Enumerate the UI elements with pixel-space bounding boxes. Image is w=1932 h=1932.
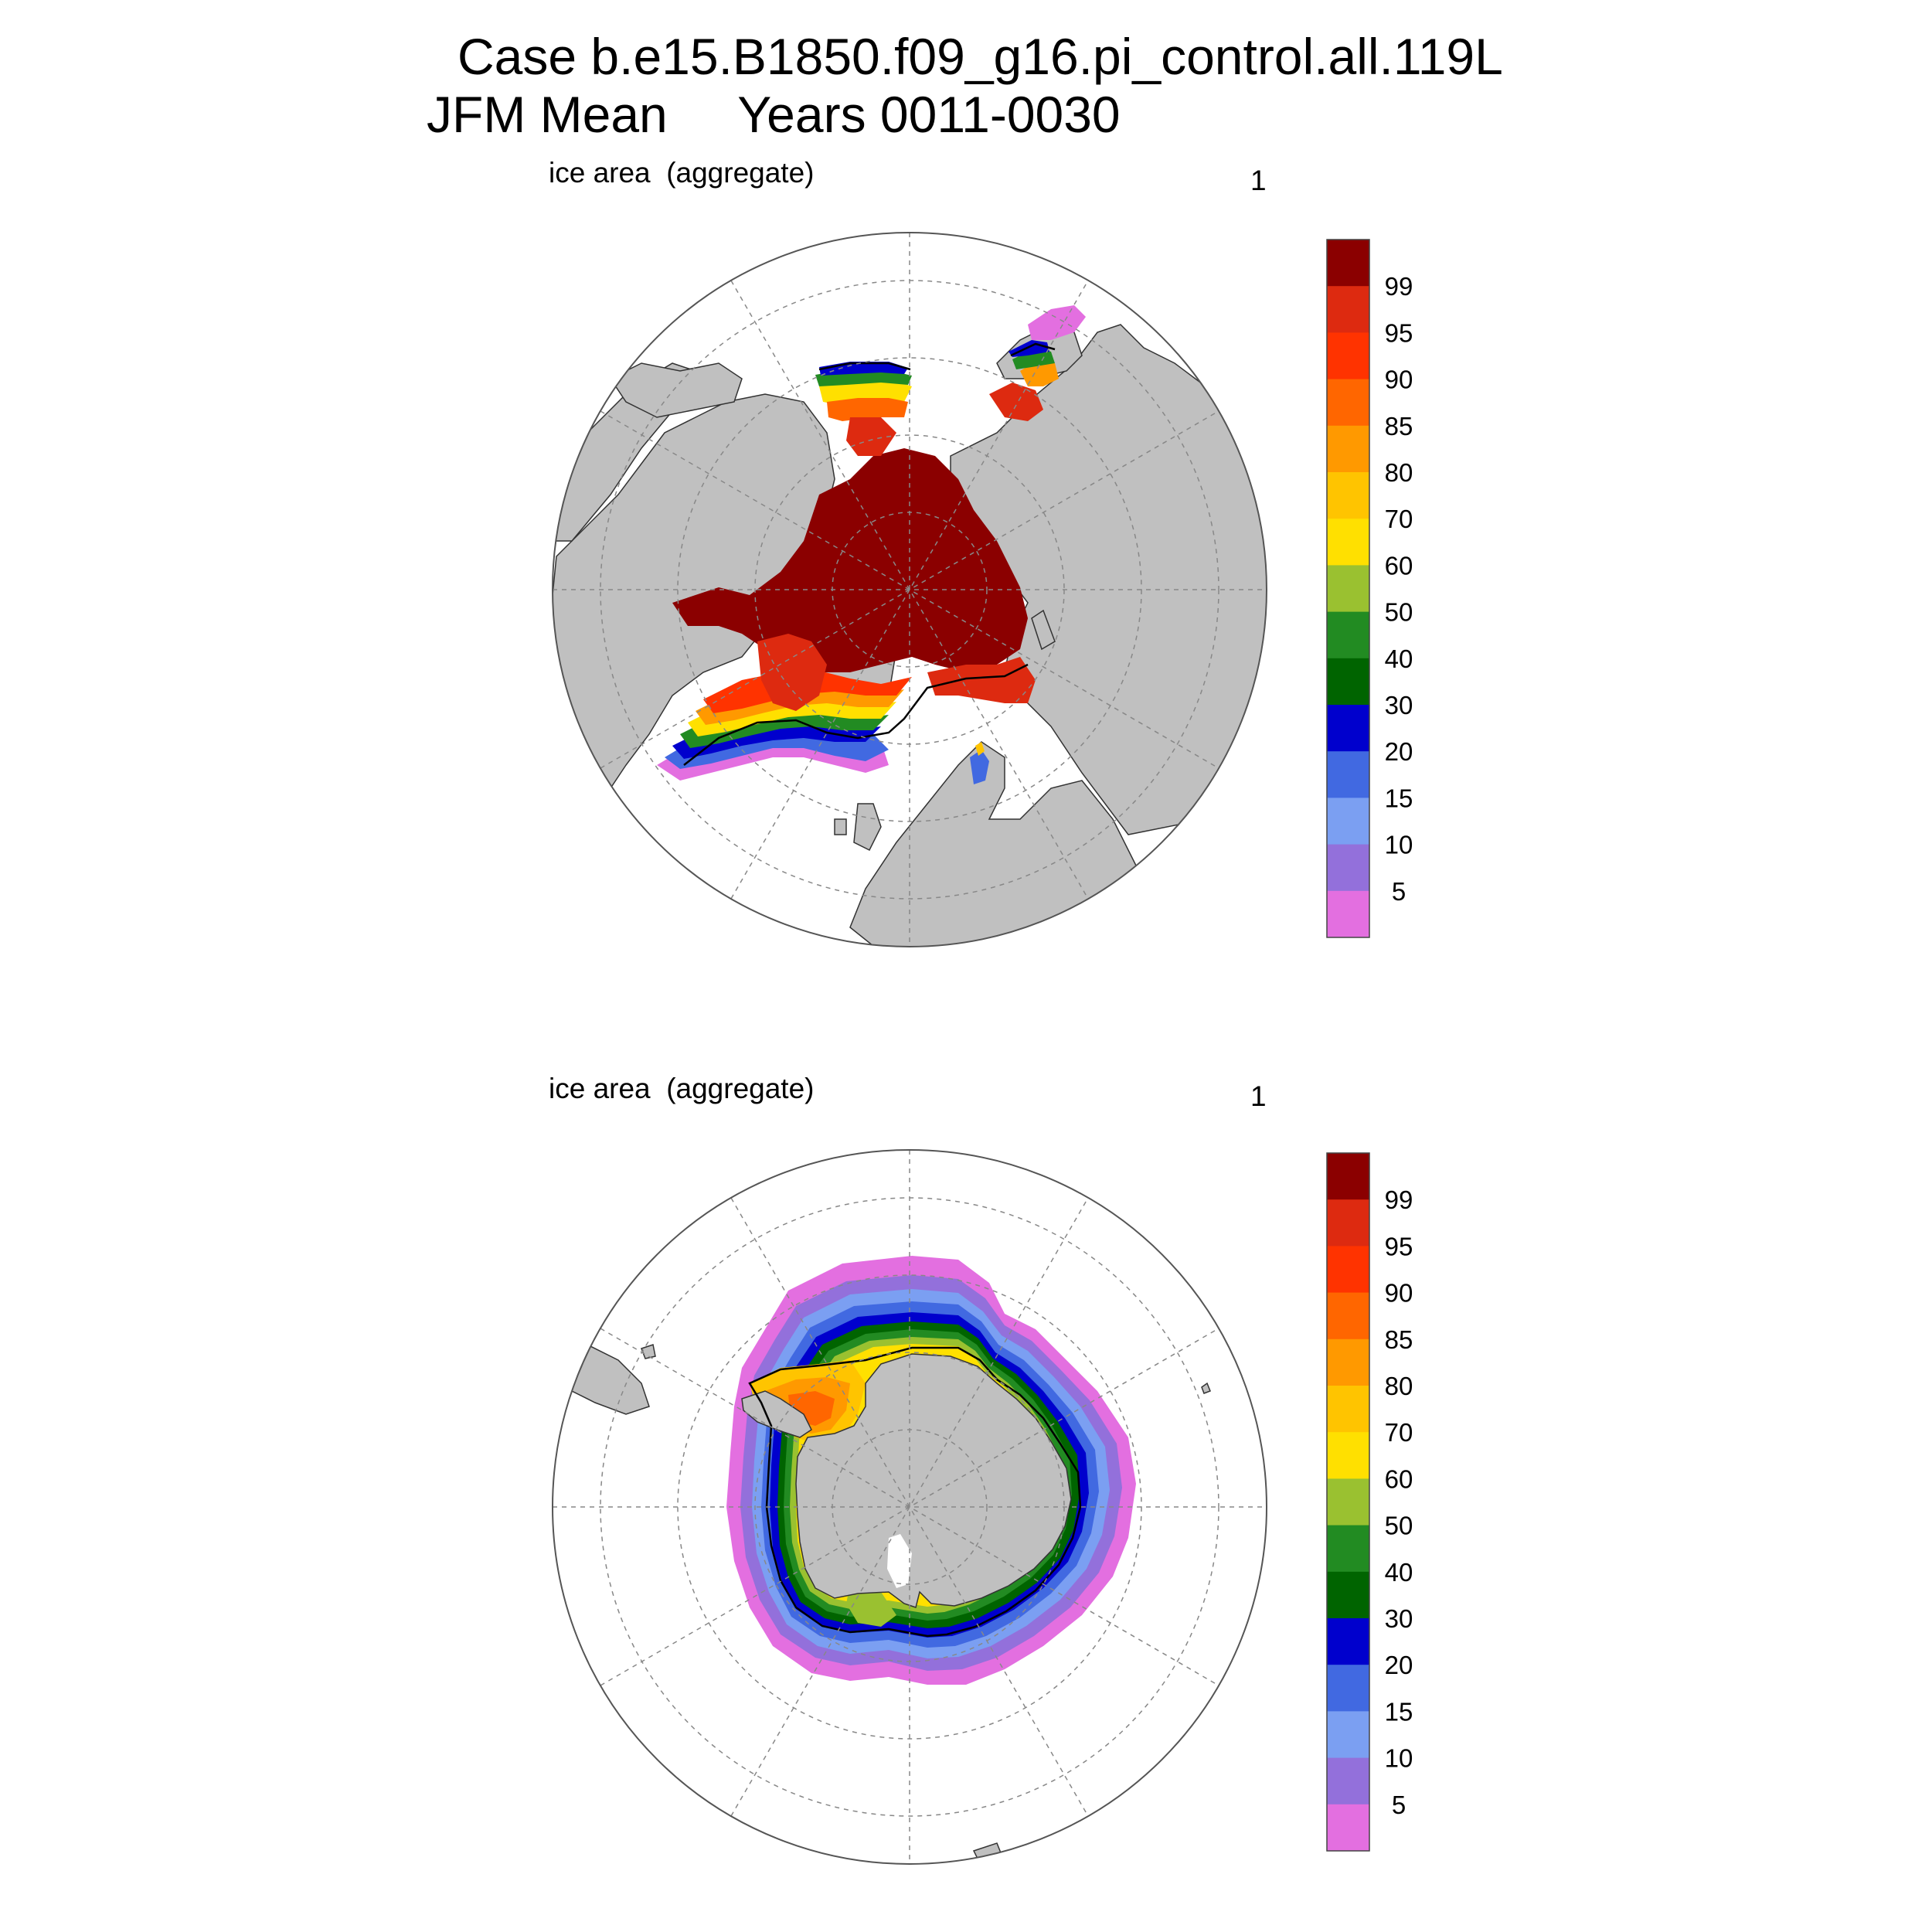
south-colorbar-label: 99 <box>1385 1185 1413 1214</box>
south-colorbar-swatch <box>1327 1153 1369 1200</box>
north-colorbar-swatch <box>1327 658 1369 706</box>
north-colorbar-swatch <box>1327 332 1369 380</box>
north-colorbar-swatch <box>1327 286 1369 333</box>
north-colorbar-swatch <box>1327 379 1369 427</box>
south-ice-edge-contour <box>748 1346 1082 1638</box>
south-colorbar-swatch <box>1327 1757 1369 1805</box>
south-colorbar-label: 80 <box>1385 1372 1413 1400</box>
north-colorbar-label: 20 <box>1385 737 1413 766</box>
north-colorbar-swatch <box>1327 519 1369 566</box>
north-colorbar-label: 60 <box>1385 551 1413 580</box>
north-colorbar-label: 15 <box>1385 784 1413 812</box>
north-colorbar-label: 85 <box>1385 412 1413 440</box>
north-colorbar-label: 70 <box>1385 505 1413 533</box>
north-colorbar-label: 80 <box>1385 458 1413 487</box>
north-colorbar-swatch <box>1327 472 1369 519</box>
north-panel-variable-label: ice area (aggregate) <box>549 157 815 189</box>
north-colorbar-label: 40 <box>1385 645 1413 673</box>
south-colorbar-label: 30 <box>1385 1604 1413 1633</box>
south-polar-map <box>552 1149 1267 1865</box>
north-colorbar-swatch <box>1327 751 1369 798</box>
south-colorbar-swatch <box>1327 1338 1369 1386</box>
north-colorbar: 99 95 90 85 80 70 60 50 40 30 20 15 10 5 <box>1326 239 1413 938</box>
south-colorbar-swatch <box>1327 1571 1369 1619</box>
north-colorbar-label: 95 <box>1385 318 1413 347</box>
south-colorbar-swatch <box>1327 1292 1369 1340</box>
figure-title-case: Case b.e15.B1850.f09_g16.pi_control.all.… <box>457 28 1503 85</box>
north-panel-units-label: 1 <box>1250 165 1267 196</box>
north-polar-map <box>552 232 1267 947</box>
south-graticule <box>553 1150 1267 1864</box>
south-colorbar-label: 15 <box>1385 1697 1413 1726</box>
south-panel-variable-label: ice area (aggregate) <box>549 1073 815 1104</box>
south-colorbar: 99 95 90 85 80 70 60 50 40 30 20 15 10 5 <box>1326 1152 1413 1852</box>
south-colorbar-frame <box>1326 1152 1370 1852</box>
south-colorbar-label: 70 <box>1385 1418 1413 1447</box>
north-colorbar-label: 5 <box>1392 877 1406 906</box>
north-colorbar-swatch <box>1327 705 1369 752</box>
north-colorbar-label: 10 <box>1385 831 1413 859</box>
south-colorbar-swatch <box>1327 1386 1369 1433</box>
south-colorbar-swatch <box>1327 1711 1369 1759</box>
south-colorbar-swatch <box>1327 1665 1369 1712</box>
north-graticule <box>553 233 1267 947</box>
south-colorbar-label: 90 <box>1385 1279 1413 1308</box>
north-colorbar-swatch <box>1327 890 1369 938</box>
south-colorbar-label: 85 <box>1385 1325 1413 1354</box>
south-colorbar-swatch <box>1327 1199 1369 1247</box>
south-colorbar-swatch <box>1327 1618 1369 1665</box>
north-colorbar-swatch <box>1327 240 1369 287</box>
south-colorbar-swatch <box>1327 1478 1369 1526</box>
south-colorbar-label: 60 <box>1385 1464 1413 1493</box>
north-colorbar-label: 30 <box>1385 691 1413 719</box>
south-colorbar-swatch <box>1327 1432 1369 1479</box>
figure-title-period: JFM Mean Years 0011-0030 <box>427 86 1121 143</box>
north-map-border <box>552 232 1267 947</box>
south-colorbar-swatch <box>1327 1804 1369 1852</box>
south-colorbar-swatch <box>1327 1525 1369 1573</box>
ross-ice-shelf-gap <box>887 1534 912 1588</box>
antarctica-land <box>795 1353 1072 1608</box>
south-colorbar-label: 50 <box>1385 1512 1413 1540</box>
north-colorbar-swatch <box>1327 611 1369 659</box>
south-colorbar-swatch <box>1327 1246 1369 1294</box>
north-colorbar-swatch <box>1327 565 1369 613</box>
south-colorbar-label: 20 <box>1385 1651 1413 1679</box>
south-colorbar-label: 10 <box>1385 1744 1413 1773</box>
north-colorbar-label: 90 <box>1385 366 1413 394</box>
north-colorbar-swatch <box>1327 844 1369 892</box>
south-map-border <box>552 1149 1267 1865</box>
north-colorbar-swatch <box>1327 798 1369 845</box>
south-colorbar-label: 40 <box>1385 1558 1413 1587</box>
north-colorbar-label: 99 <box>1385 272 1413 301</box>
south-colorbar-label: 5 <box>1392 1791 1406 1819</box>
north-sea-ice <box>657 305 1086 784</box>
north-ice-edge-contour <box>683 663 1029 766</box>
south-panel-units-label: 1 <box>1250 1080 1267 1112</box>
north-colorbar-label: 50 <box>1385 598 1413 627</box>
north-colorbar-swatch <box>1327 425 1369 473</box>
north-colorbar-frame <box>1326 239 1370 938</box>
south-colorbar-label: 95 <box>1385 1232 1413 1260</box>
